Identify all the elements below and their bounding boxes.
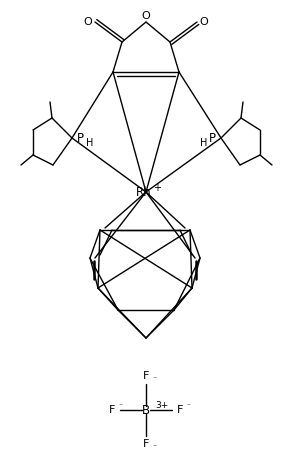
Text: H: H (200, 138, 207, 148)
Text: F: F (177, 405, 183, 415)
Text: O: O (84, 17, 92, 27)
Text: +: + (153, 183, 161, 193)
Text: P: P (209, 133, 216, 145)
Text: B: B (142, 404, 150, 416)
Text: F: F (143, 371, 149, 381)
Text: ⁻: ⁻ (152, 443, 156, 452)
Text: ⁻: ⁻ (186, 402, 190, 411)
Text: F: F (109, 405, 115, 415)
Text: ⁻: ⁻ (118, 402, 122, 411)
Text: O: O (142, 11, 150, 21)
Text: 3+: 3+ (155, 401, 168, 410)
Text: P: P (77, 133, 84, 145)
Text: O: O (200, 17, 208, 27)
Text: Rh: Rh (136, 185, 152, 199)
Text: H: H (86, 138, 93, 148)
Text: ⁻: ⁻ (152, 374, 156, 383)
Text: F: F (143, 439, 149, 449)
